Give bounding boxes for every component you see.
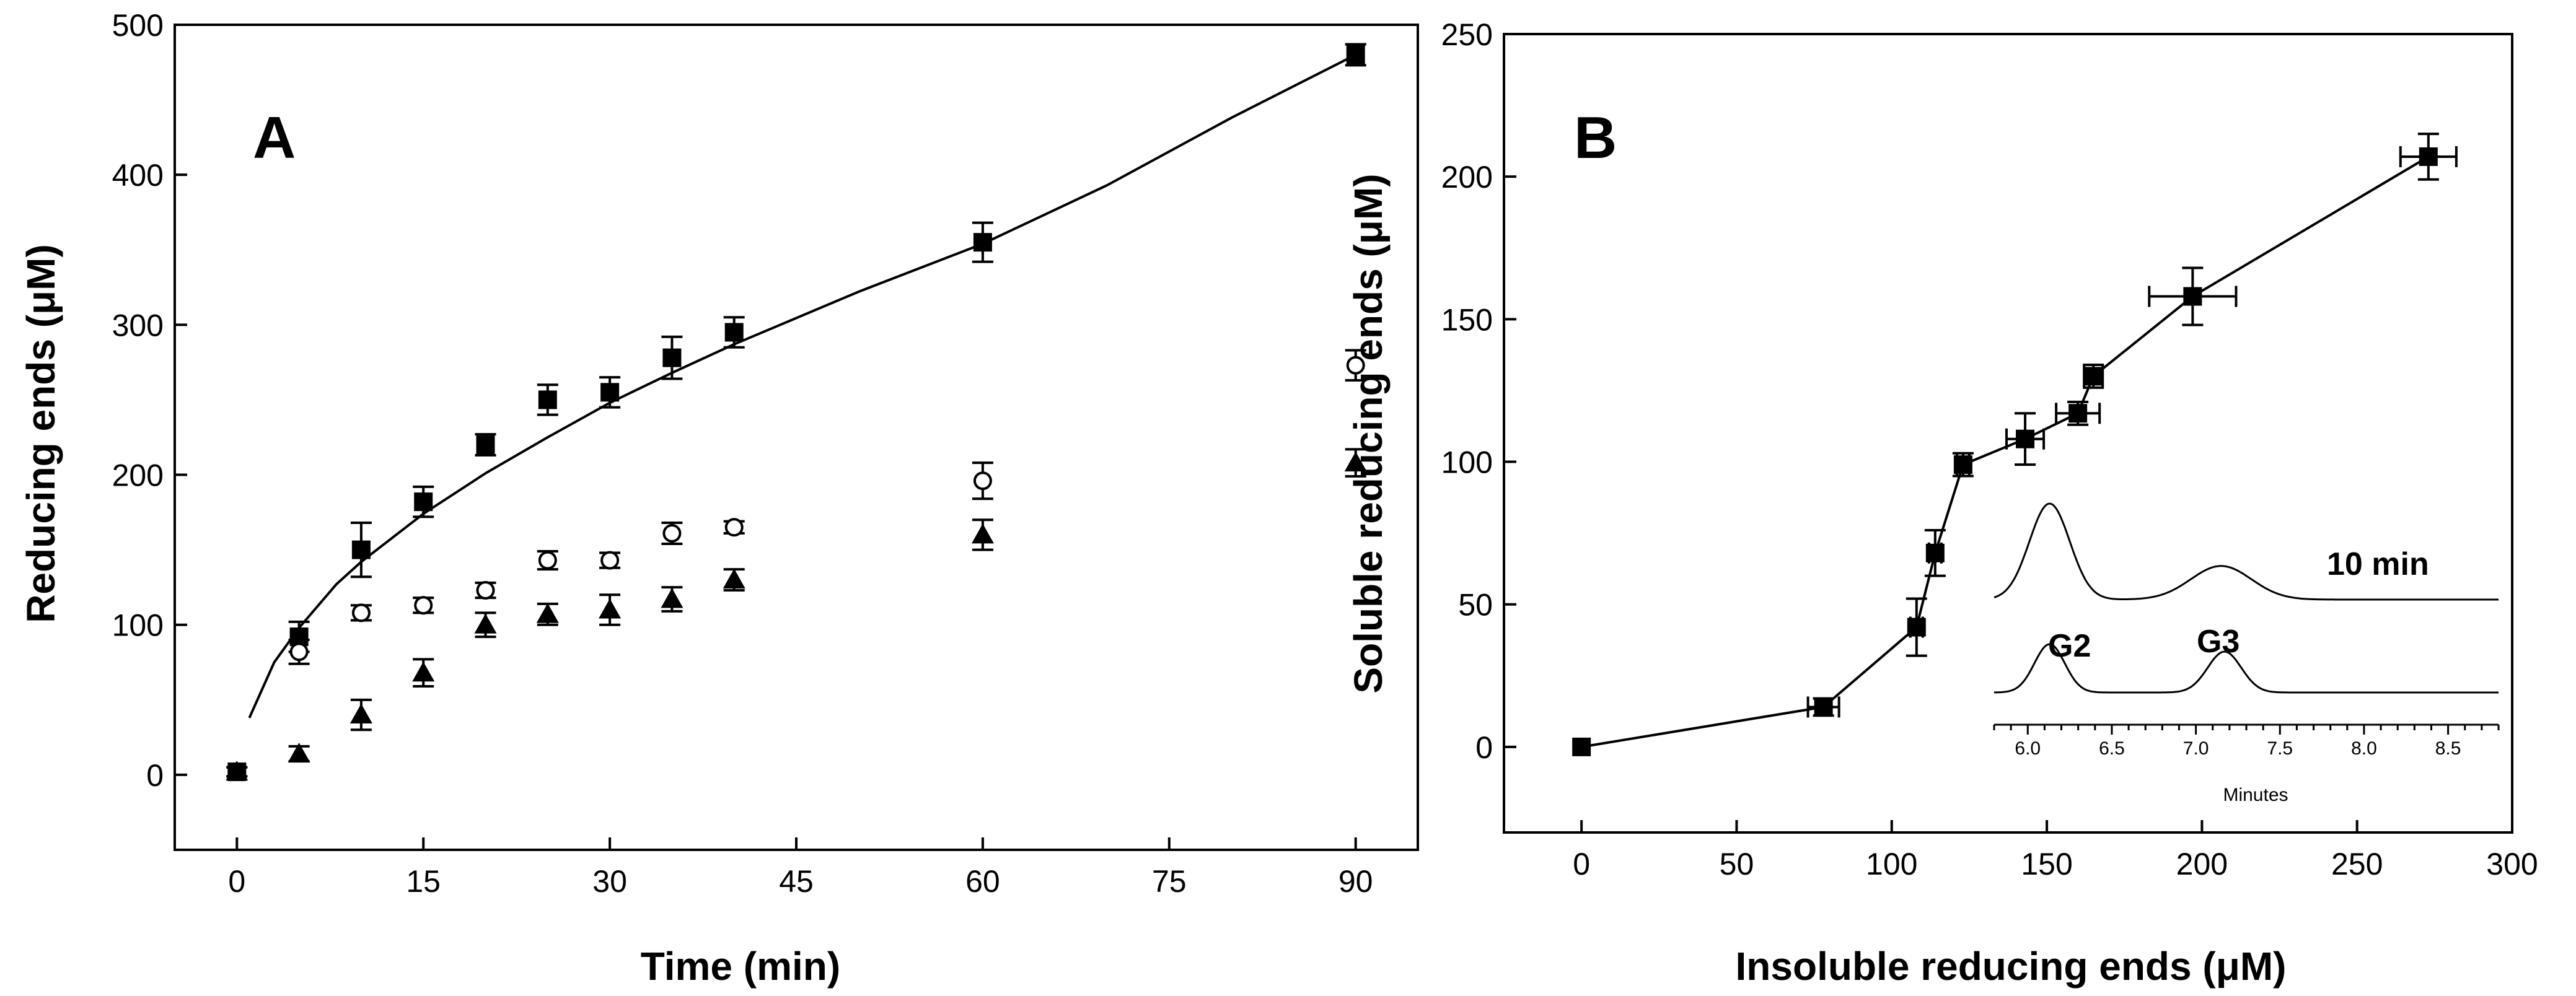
panel-a-data-point	[412, 662, 435, 682]
panel-b-y-tick-label: 150	[1441, 302, 1493, 337]
panel-b-x-tick-label: 250	[2331, 847, 2383, 881]
panel-a-data-point	[661, 588, 684, 608]
panel-b-x-tick-label: 150	[2021, 847, 2072, 881]
panel-b-data-point	[2016, 429, 2035, 448]
panel-a-data-point	[1346, 45, 1365, 64]
panel-b-series-line	[1581, 155, 2429, 748]
panel-a-x-axis-title: Time (min)	[641, 944, 840, 989]
panel-a-y-axis-title: Reducing ends (μM)	[19, 244, 63, 623]
inset-axis: 6.0 6.5 7.0 7.5 8.0 8.5	[1993, 723, 2500, 759]
panel-b-data-point	[1953, 455, 1972, 474]
panel-a-data-point	[414, 492, 433, 512]
panel-a-data-point	[971, 523, 994, 544]
panel-a-data-point	[288, 743, 310, 763]
panel-a-data-point	[724, 323, 744, 342]
panel-b-x-tick-label: 0	[1573, 847, 1590, 881]
panel-a-data-point	[538, 390, 557, 409]
panel-a-data-point	[599, 598, 622, 619]
panel-a-y-tick-label: 500	[112, 8, 164, 43]
panel-a-data-point	[724, 518, 744, 537]
panel-b-x-axis-title: Insoluble reducing ends (μM)	[1736, 944, 2287, 989]
panel-a-y-tick-label: 200	[112, 458, 164, 493]
inset-traces	[1994, 502, 2499, 694]
panel-a-x-tick-label: 60	[965, 864, 1000, 899]
panel-a-data-point	[351, 540, 371, 559]
inset-peak-label-g2: G2	[2048, 628, 2091, 664]
panel-a-data-point	[476, 581, 495, 600]
panel-b-data-point	[2068, 404, 2088, 423]
panel-a-data-point	[538, 551, 557, 570]
panel-a-data-point	[351, 603, 371, 622]
panel-a-y-tick-label: 400	[112, 158, 164, 193]
panel-b-data-point	[1572, 737, 1591, 756]
panel-b-y-tick-label: 200	[1441, 160, 1493, 194]
panel-a-x-tick-label: 30	[592, 864, 627, 899]
panel-a-x-tick-label: 45	[779, 864, 814, 899]
panel-b-x-tick-label: 200	[2176, 847, 2228, 881]
panel-a-data-point	[600, 383, 620, 402]
panel-a-x-tick-label: 75	[1152, 864, 1187, 899]
inset-x-tick-label: 7.0	[2183, 738, 2209, 759]
panel-b-axes: 0 50 100 150 200 250 300 0 50 100 150 200 250	[1441, 17, 2538, 881]
panel-b-data-point	[2183, 287, 2202, 306]
panel-b-y-tick-label: 100	[1441, 445, 1493, 480]
inset-x-tick-label: 8.0	[2351, 738, 2377, 759]
panel-b-y-tick-label: 0	[1475, 730, 1493, 765]
panel-a-data-point	[349, 704, 372, 724]
panel-a-data-point	[1344, 452, 1367, 472]
inset-x-tick-label: 8.5	[2435, 738, 2461, 759]
inset-x-tick-label: 7.5	[2267, 738, 2293, 759]
inset-x-tick-label: 6.0	[2015, 738, 2041, 759]
panel-b-y-tick-label: 50	[1458, 588, 1493, 622]
inset-trace-label-10-min: 10 min	[2327, 546, 2429, 582]
panel-a-fit-line	[248, 53, 1356, 719]
panel-b-marks	[1572, 133, 2458, 756]
panel-b-plot-frame	[1503, 33, 2513, 834]
panel-a: 0 15 30 45 60 75 90 0 100 200 300 400 500 A Time (mi…	[19, 8, 1419, 989]
panel-a-fit-curve	[248, 53, 1356, 719]
panel-a-data-point	[662, 523, 682, 543]
panel-b-y-axis-title: Soluble reducing ends (μM)	[1346, 173, 1391, 693]
panel-b-y-tick-label: 250	[1441, 17, 1493, 52]
panel-a-data-point	[536, 603, 559, 623]
panel-b-x-tick-label: 300	[2486, 847, 2538, 881]
panel-a-data-point	[973, 471, 992, 491]
inset-x-axis-title: Minutes	[2223, 785, 2288, 805]
inset-chromatogram: 6.0 6.5 7.0 7.5 8.0 8.5 10 min G2 G3 Minutes	[1993, 502, 2500, 805]
panel-a-data-point	[414, 596, 433, 615]
panel-a-data-point	[289, 642, 309, 662]
panel-a-y-tick-label: 0	[146, 758, 164, 793]
panel-a-data-point	[474, 613, 497, 634]
panel-a-x-tick-label: 0	[228, 864, 245, 899]
panel-a-x-tick-label: 90	[1339, 864, 1373, 899]
panel-a-label: A	[253, 105, 296, 171]
panel-b-x-tick-label: 50	[1720, 847, 1754, 881]
panel-b-data-point	[2084, 367, 2103, 386]
panel-a-x-tick-label: 15	[406, 864, 441, 899]
panel-a-axes: 0 15 30 45 60 75 90 0 100 200 300 400 500	[112, 8, 1373, 899]
panel-a-y-tick-label: 100	[112, 608, 164, 643]
panel-b-data-point	[1907, 618, 1926, 637]
panel-a-y-tick-label: 300	[112, 308, 164, 343]
panel-a-data-point	[973, 233, 992, 252]
panel-b-data-point	[1814, 697, 1833, 717]
panel-a-data-point	[1346, 356, 1365, 375]
panel-a-data-point	[600, 551, 620, 570]
panel-a-marks	[226, 43, 1367, 782]
inset-trace-10-min	[1994, 502, 2499, 601]
inset-x-tick-label: 6.5	[2099, 738, 2125, 759]
panel-a-data-point	[662, 348, 682, 367]
inset-peak-label-g3: G3	[2197, 624, 2240, 660]
panel-b-label: B	[1574, 105, 1617, 171]
panel-a-data-point	[226, 761, 248, 781]
panel-b: 0 50 100 150 200 250 300 0 50 100 150 200 250 B Inso…	[1346, 17, 2538, 989]
panel-a-data-point	[476, 435, 495, 455]
inset-trace-standards	[1994, 643, 2499, 694]
panel-b-data-point	[2419, 147, 2438, 166]
panel-b-x-tick-label: 100	[1866, 847, 1917, 881]
panel-a-data-point	[723, 569, 745, 589]
panel-b-data-point	[1925, 543, 1945, 562]
